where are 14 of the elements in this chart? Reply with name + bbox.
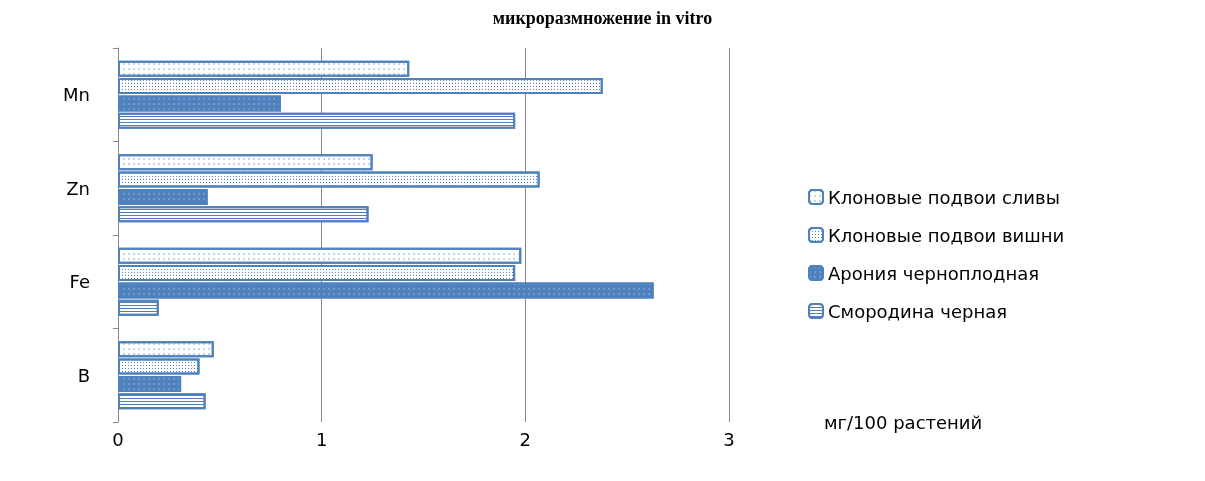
legend-label: Смородина черная: [828, 300, 1008, 322]
x-axis-title: мг/100 растений: [824, 411, 983, 433]
y-tick-label: B: [77, 364, 90, 386]
x-tick-label: 3: [723, 428, 735, 450]
legend-label: Арония черноплодная: [828, 262, 1040, 284]
chart-title: микроразмножение in vitro: [492, 8, 713, 28]
x-tick-label: 1: [315, 428, 328, 450]
legend-label: Клоновые подвои сливы: [828, 186, 1060, 208]
y-tick-label: Zn: [66, 177, 90, 199]
legend-label: Клоновые подвои вишни: [828, 224, 1065, 246]
x-tick-label: 0: [112, 428, 124, 450]
y-tick-label: Fe: [69, 271, 90, 293]
x-tick-label: 2: [519, 428, 532, 450]
y-tick-label: Mn: [63, 84, 90, 106]
